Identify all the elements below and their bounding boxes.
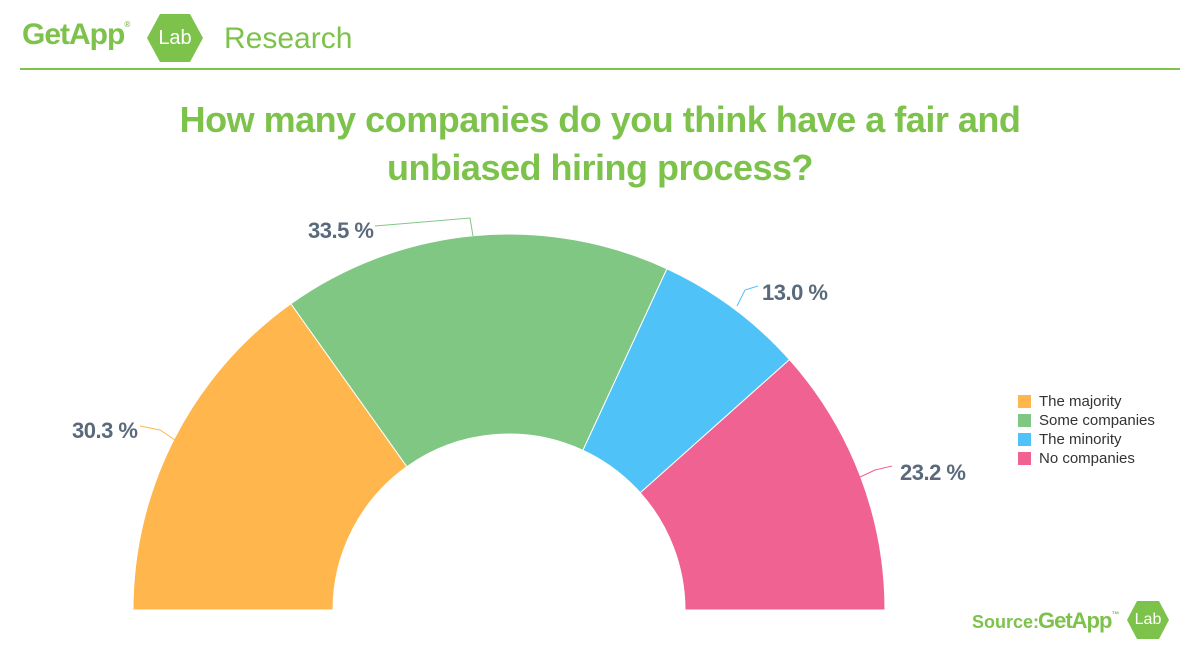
leader-line [374, 217, 474, 237]
data-label: 13.0 % [762, 280, 828, 305]
source-getapp-logo: GetApp™ [1038, 608, 1119, 634]
legend-label: Some companies [1039, 412, 1155, 429]
data-label: 33.5 % [308, 218, 374, 243]
chart-title: How many companies do you think have a f… [179, 99, 1021, 188]
source-brand-text: GetApp [1038, 608, 1112, 633]
legend-label: The minority [1039, 431, 1122, 448]
getapp-logo: GetApp® [22, 18, 130, 52]
leader-line [139, 425, 176, 441]
legend-label: No companies [1039, 450, 1135, 467]
source-lab-hexagon-badge: Lab [1126, 600, 1170, 640]
chart-leader-lines [139, 217, 893, 479]
legend-swatch [1018, 433, 1031, 446]
source-lab-text: Lab [1134, 611, 1162, 628]
data-label: 23.2 % [900, 460, 966, 485]
source-lab-hexagon-shape [1127, 601, 1169, 639]
legend-label: The majority [1039, 393, 1122, 410]
legend-item: Some companies [1018, 411, 1155, 430]
registered-mark: ® [124, 20, 130, 29]
slice-some-companies [290, 233, 668, 468]
source-label: Source: [972, 612, 1040, 632]
lab-text: Lab [158, 27, 192, 49]
slice-no-companies [639, 358, 886, 611]
chart-data-labels: 30.3 % 33.5 % 13.0 % 23.2 % [72, 218, 966, 485]
section-title: Research [224, 22, 353, 55]
trademark-mark: ™ [1111, 610, 1119, 619]
legend-item: No companies [1018, 449, 1155, 468]
lab-hexagon-badge: Lab [146, 12, 204, 64]
lab-hexagon-shape [147, 14, 203, 62]
legend-swatch [1018, 452, 1031, 465]
legend-swatch [1018, 414, 1031, 427]
leader-line [857, 465, 893, 479]
chart-legend: The majority Some companies The minority… [1018, 392, 1155, 468]
slice-the-majority [132, 303, 408, 611]
getapp-logo-text: GetApp [22, 18, 125, 51]
legend-swatch [1018, 395, 1031, 408]
legend-item: The minority [1018, 430, 1155, 449]
leader-line [736, 285, 759, 307]
page-header: GetApp® Lab Research [0, 0, 1200, 72]
chart-slices [132, 233, 886, 611]
legend-item: The majority [1018, 392, 1155, 411]
data-label: 30.3 % [72, 418, 138, 443]
header-divider [20, 68, 1180, 70]
